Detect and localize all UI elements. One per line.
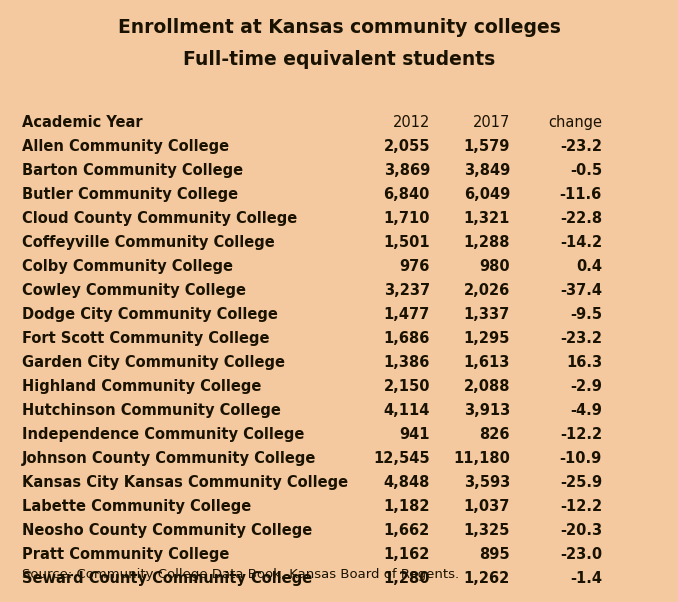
Text: 1,337: 1,337 <box>464 307 510 322</box>
Text: -11.6: -11.6 <box>560 187 602 202</box>
Text: -2.9: -2.9 <box>570 379 602 394</box>
Text: -4.9: -4.9 <box>570 403 602 418</box>
Text: 3,237: 3,237 <box>384 283 430 298</box>
Text: Colby Community College: Colby Community College <box>22 259 233 274</box>
Text: Enrollment at Kansas community colleges: Enrollment at Kansas community colleges <box>117 18 561 37</box>
Text: Pratt Community College: Pratt Community College <box>22 547 229 562</box>
Text: -1.4: -1.4 <box>570 571 602 586</box>
Text: 1,295: 1,295 <box>464 331 510 346</box>
Text: 976: 976 <box>399 259 430 274</box>
Text: -10.9: -10.9 <box>560 451 602 466</box>
Text: -20.3: -20.3 <box>560 523 602 538</box>
Text: 1,288: 1,288 <box>464 235 510 250</box>
Text: 6,049: 6,049 <box>464 187 510 202</box>
Text: 2012: 2012 <box>393 115 430 130</box>
Text: Full-time equivalent students: Full-time equivalent students <box>183 50 495 69</box>
Text: change: change <box>548 115 602 130</box>
Text: 941: 941 <box>399 427 430 442</box>
Text: 2,088: 2,088 <box>464 379 510 394</box>
Text: -23.2: -23.2 <box>560 331 602 346</box>
Text: Labette Community College: Labette Community College <box>22 499 252 514</box>
Text: Cowley Community College: Cowley Community College <box>22 283 246 298</box>
Text: Barton Community College: Barton Community College <box>22 163 243 178</box>
Text: Butler Community College: Butler Community College <box>22 187 238 202</box>
Text: 2,150: 2,150 <box>384 379 430 394</box>
Text: 0.4: 0.4 <box>576 259 602 274</box>
Text: 1,477: 1,477 <box>384 307 430 322</box>
Text: Seward County Community College: Seward County Community College <box>22 571 313 586</box>
Text: 11,180: 11,180 <box>453 451 510 466</box>
Text: 2017: 2017 <box>473 115 510 130</box>
Text: 12,545: 12,545 <box>374 451 430 466</box>
Text: -23.2: -23.2 <box>560 139 602 154</box>
Text: 2,026: 2,026 <box>464 283 510 298</box>
Text: -14.2: -14.2 <box>560 235 602 250</box>
Text: Independence Community College: Independence Community College <box>22 427 304 442</box>
Text: 16.3: 16.3 <box>566 355 602 370</box>
Text: 2,055: 2,055 <box>384 139 430 154</box>
Text: 1,613: 1,613 <box>464 355 510 370</box>
Text: Source: Community College Data Book, Kansas Board of Regents.: Source: Community College Data Book, Kan… <box>22 568 459 581</box>
Text: 1,579: 1,579 <box>464 139 510 154</box>
Text: 3,593: 3,593 <box>464 475 510 490</box>
Text: 895: 895 <box>479 547 510 562</box>
Text: 6,840: 6,840 <box>384 187 430 202</box>
Text: 1,262: 1,262 <box>464 571 510 586</box>
Text: -12.2: -12.2 <box>560 427 602 442</box>
Text: Garden City Community College: Garden City Community College <box>22 355 285 370</box>
Text: Hutchinson Community College: Hutchinson Community College <box>22 403 281 418</box>
Text: -25.9: -25.9 <box>560 475 602 490</box>
Text: 1,501: 1,501 <box>383 235 430 250</box>
Text: -23.0: -23.0 <box>560 547 602 562</box>
Text: Academic Year: Academic Year <box>22 115 142 130</box>
Text: 826: 826 <box>479 427 510 442</box>
Text: 4,848: 4,848 <box>384 475 430 490</box>
Text: Highland Community College: Highland Community College <box>22 379 262 394</box>
Text: Kansas City Kansas Community College: Kansas City Kansas Community College <box>22 475 348 490</box>
Text: 1,325: 1,325 <box>464 523 510 538</box>
Text: 1,662: 1,662 <box>384 523 430 538</box>
Text: 1,037: 1,037 <box>464 499 510 514</box>
Text: 1,710: 1,710 <box>384 211 430 226</box>
Text: -9.5: -9.5 <box>570 307 602 322</box>
Text: Cloud County Community College: Cloud County Community College <box>22 211 297 226</box>
Text: Fort Scott Community College: Fort Scott Community College <box>22 331 269 346</box>
Text: 3,849: 3,849 <box>464 163 510 178</box>
Text: -22.8: -22.8 <box>560 211 602 226</box>
Text: 1,280: 1,280 <box>384 571 430 586</box>
Text: Johnson County Community College: Johnson County Community College <box>22 451 317 466</box>
Text: -12.2: -12.2 <box>560 499 602 514</box>
Text: Dodge City Community College: Dodge City Community College <box>22 307 278 322</box>
Text: Neosho County Community College: Neosho County Community College <box>22 523 313 538</box>
Text: 4,114: 4,114 <box>384 403 430 418</box>
Text: 3,869: 3,869 <box>384 163 430 178</box>
Text: Allen Community College: Allen Community College <box>22 139 229 154</box>
Text: 1,321: 1,321 <box>464 211 510 226</box>
Text: 1,182: 1,182 <box>384 499 430 514</box>
Text: -37.4: -37.4 <box>560 283 602 298</box>
Text: Coffeyville Community College: Coffeyville Community College <box>22 235 275 250</box>
Text: 3,913: 3,913 <box>464 403 510 418</box>
Text: -0.5: -0.5 <box>570 163 602 178</box>
Text: 1,162: 1,162 <box>384 547 430 562</box>
Text: 980: 980 <box>479 259 510 274</box>
Text: 1,686: 1,686 <box>384 331 430 346</box>
Text: 1,386: 1,386 <box>384 355 430 370</box>
